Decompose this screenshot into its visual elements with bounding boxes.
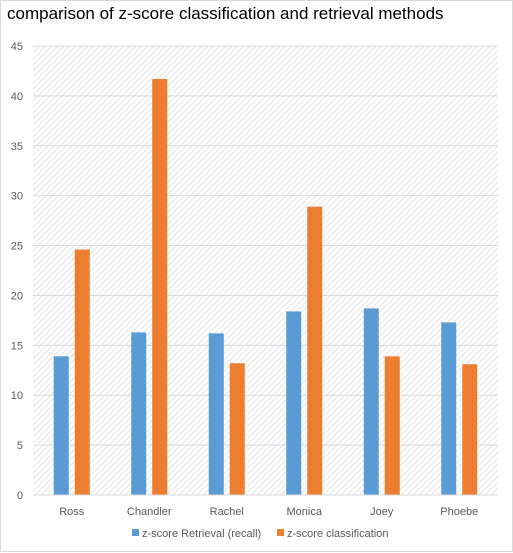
- legend-swatch: [132, 529, 139, 536]
- x-axis: Ross Chandler Rachel Monica Joey Phoebe: [33, 494, 498, 518]
- bar: [384, 356, 400, 495]
- y-tick-label: 45: [11, 41, 23, 53]
- x-tick-label: Monica: [287, 506, 323, 518]
- y-tick-label: 0: [17, 490, 23, 502]
- y-tick-label: 30: [11, 191, 23, 203]
- bar: [208, 333, 224, 495]
- x-tick-label: Ross: [59, 506, 85, 518]
- bar: [53, 356, 69, 495]
- y-tick-label: 20: [11, 290, 23, 302]
- x-tick-label: Phoebe: [440, 506, 478, 518]
- y-tick-label: 25: [11, 241, 23, 253]
- bar: [286, 311, 302, 495]
- legend: z-score Retrieval (recall) z-score classi…: [132, 528, 388, 540]
- bars: [53, 78, 478, 496]
- x-tick-label: Joey: [370, 506, 394, 518]
- y-tick-label: 35: [11, 141, 23, 153]
- y-tick-label: 15: [11, 340, 23, 352]
- x-tick-label: Chandler: [127, 506, 172, 518]
- chart-title: comparison of z-score classification and…: [7, 4, 444, 23]
- bar: [307, 206, 323, 496]
- bar: [441, 322, 457, 495]
- y-tick-label: 40: [11, 91, 23, 103]
- y-tick-label: 5: [17, 440, 23, 452]
- bar: [152, 78, 168, 495]
- legend-swatch: [277, 529, 284, 536]
- legend-label: z-score Retrieval (recall): [142, 528, 261, 540]
- bar: [363, 308, 379, 495]
- bar: [74, 249, 90, 495]
- x-tick-label: Rachel: [210, 506, 244, 518]
- y-axis: 0 5 10 15 20 25 30 35 40 45: [11, 41, 23, 502]
- bar: [131, 332, 147, 495]
- legend-label: z-score classification: [287, 528, 388, 540]
- plot-area: [33, 46, 498, 495]
- bar: [462, 364, 478, 495]
- y-tick-label: 10: [11, 390, 23, 402]
- bar: [229, 363, 245, 495]
